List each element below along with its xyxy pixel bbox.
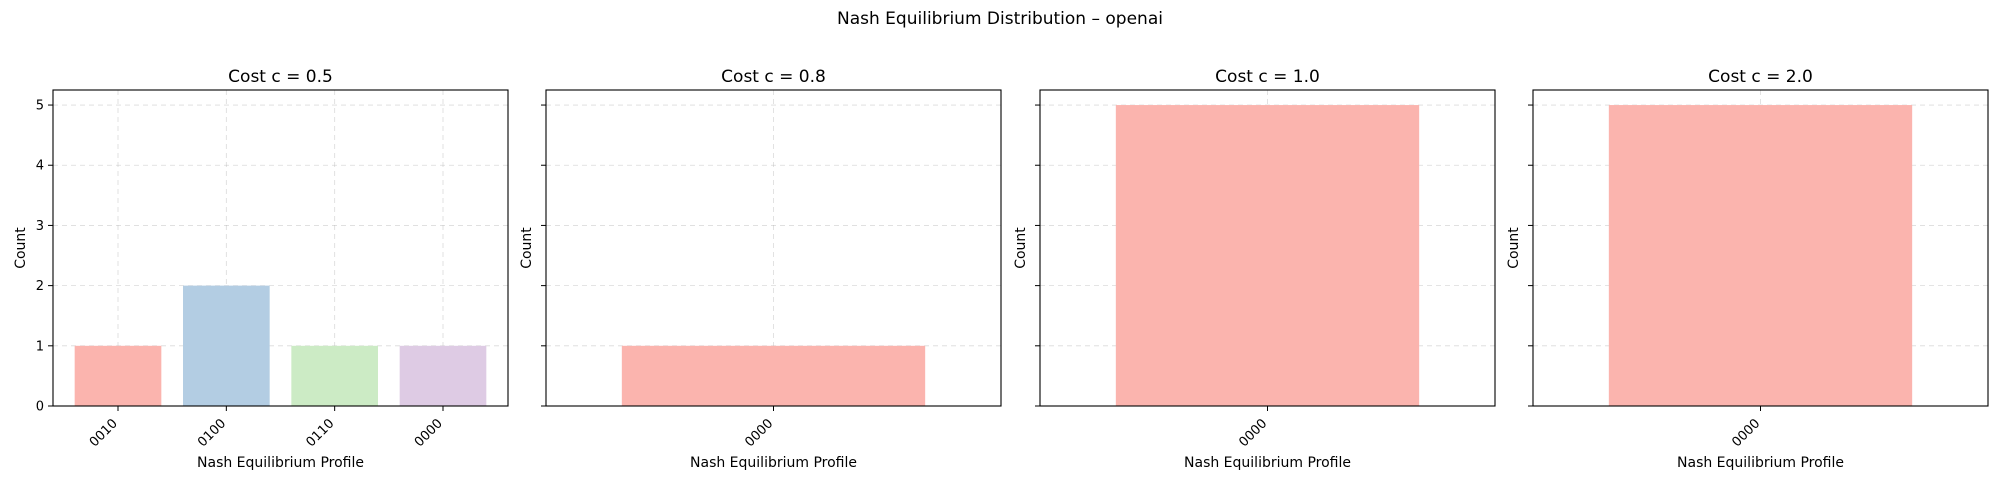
x-tick-label: 0110 bbox=[303, 416, 337, 450]
x-axis-label: Nash Equilibrium Profile bbox=[1184, 455, 1351, 471]
bar bbox=[1608, 105, 1913, 407]
x-tick-label: 0000 bbox=[1729, 416, 1763, 450]
bar bbox=[74, 345, 162, 406]
y-axis-label: Count bbox=[13, 227, 29, 269]
x-axis-label: Nash Equilibrium Profile bbox=[1677, 455, 1844, 471]
y-axis-label: Count bbox=[519, 227, 535, 269]
bar bbox=[1115, 105, 1420, 407]
y-tick-label: 3 bbox=[36, 219, 44, 234]
x-tick-label: 0000 bbox=[1236, 416, 1270, 450]
y-tick-label: 4 bbox=[36, 159, 44, 174]
subplot-panel: 0000 Cost c = 0.8 Nash Equilibrium Profile… bbox=[519, 67, 1002, 471]
axes-frame bbox=[52, 89, 509, 407]
x-tick-label: 0000 bbox=[742, 416, 776, 450]
subplot-title: Cost c = 2.0 bbox=[1708, 67, 1813, 87]
subplot-panels: 0 1 2 3 4 5 0010 0100 0110 0000 Cost c = 0.5 Nash E… bbox=[13, 67, 1989, 471]
x-tick-label: 0100 bbox=[195, 416, 229, 450]
subplot-title: Cost c = 0.8 bbox=[721, 67, 826, 87]
x-tick-label: 0000 bbox=[412, 416, 446, 450]
y-axis-label: Count bbox=[1506, 227, 1522, 269]
subplot-title: Cost c = 0.5 bbox=[228, 67, 333, 87]
x-axis-label: Nash Equilibrium Profile bbox=[197, 455, 364, 471]
y-tick-label: 2 bbox=[36, 279, 44, 294]
bar bbox=[291, 345, 378, 406]
bar bbox=[621, 345, 926, 406]
subplot-panel: 0000 Cost c = 1.0 Nash Equilibrium Profile… bbox=[1013, 67, 1496, 471]
bar bbox=[399, 345, 487, 406]
y-tick-label: 0 bbox=[36, 400, 44, 415]
y-tick-label: 5 bbox=[36, 99, 44, 114]
x-tick-label: 0010 bbox=[87, 416, 121, 450]
x-axis-label: Nash Equilibrium Profile bbox=[690, 455, 857, 471]
subplot-title: Cost c = 1.0 bbox=[1215, 67, 1320, 87]
bar bbox=[183, 285, 270, 406]
subplot-panel: 0 1 2 3 4 5 0010 0100 0110 0000 Cost c = 0.5 Nash E… bbox=[13, 67, 509, 471]
subplot-panel: 0000 Cost c = 2.0 Nash Equilibrium Profile… bbox=[1506, 67, 1989, 471]
figure-suptitle: Nash Equilibrium Distribution – openai bbox=[837, 9, 1163, 29]
y-tick-label: 1 bbox=[36, 339, 44, 354]
y-axis-label: Count bbox=[1013, 227, 1029, 269]
